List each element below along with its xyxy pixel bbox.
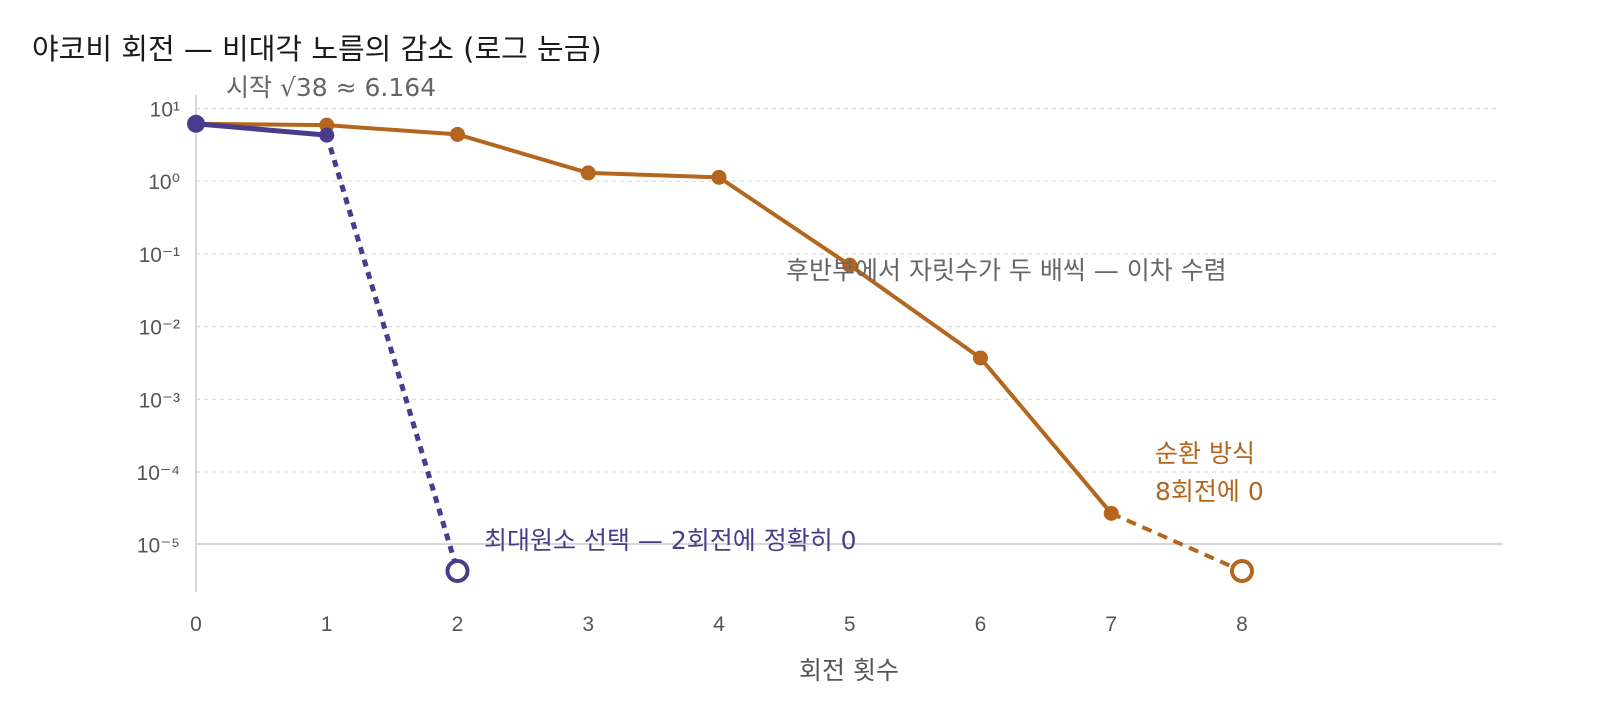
data-point xyxy=(319,127,335,143)
series-terminal-line xyxy=(1110,511,1243,573)
series-layer xyxy=(187,114,1254,583)
y-tick-label: 10⁻¹ xyxy=(139,244,180,267)
terminal-zero-marker xyxy=(1230,559,1254,583)
data-point xyxy=(842,257,858,273)
x-tick-label: 2 xyxy=(452,613,464,636)
x-tick-label: 3 xyxy=(582,613,594,636)
x-axis-label: 회전 횟수 xyxy=(799,656,899,685)
quadratic-annotation: 후반부에서 자릿수가 두 배씩 — 이차 수렴 xyxy=(786,256,1227,285)
cyclic-annotation-line2: 8회전에 0 xyxy=(1155,477,1264,506)
gridlines xyxy=(196,107,1496,473)
max-element-annotation: 최대원소 선택 — 2회전에 정확히 0 xyxy=(484,526,857,555)
x-tick-label: 0 xyxy=(190,613,202,636)
y-tick-labels: 10¹ 10⁰ 10⁻¹ 10⁻² 10⁻³ 10⁻⁴ 10⁻⁵ xyxy=(137,99,180,558)
annotations: 시작 √38 ≈ 6.164 후반부에서 자릿수가 두 배씩 — 이차 수렴 순… xyxy=(226,73,1264,555)
x-tick-labels: 0 1 2 3 4 5 6 7 8 xyxy=(190,613,1248,636)
x-tick-label: 4 xyxy=(713,613,725,636)
terminal-zero-marker xyxy=(445,559,470,583)
start-annotation: 시작 √38 ≈ 6.164 xyxy=(226,73,436,102)
series-1 xyxy=(187,114,470,583)
series-terminal-line xyxy=(324,134,460,572)
x-tick-label: 7 xyxy=(1105,613,1117,636)
data-point xyxy=(973,350,988,366)
y-tick-label: 10⁻² xyxy=(139,317,180,340)
data-point xyxy=(711,169,727,185)
y-tick-label: 10⁻⁵ xyxy=(137,535,180,558)
data-point xyxy=(450,126,465,142)
axes xyxy=(195,95,1503,592)
series-line xyxy=(195,121,327,138)
data-point xyxy=(1103,505,1119,521)
x-tick-label: 8 xyxy=(1236,613,1248,636)
y-tick-label: 10⁻⁴ xyxy=(137,462,180,485)
y-tick-label: 10⁻³ xyxy=(139,389,180,412)
chart-title: 야코비 회전 — 비대각 노름의 감소 (로그 눈금) xyxy=(32,32,602,66)
series-0 xyxy=(188,116,1254,583)
y-tick-label: 10⁰ xyxy=(148,171,180,194)
data-point xyxy=(580,165,596,181)
x-tick-label: 5 xyxy=(844,613,856,636)
cyclic-annotation-line1: 순환 방식 xyxy=(1155,439,1255,468)
y-tick-label: 10¹ xyxy=(150,99,180,122)
series-line xyxy=(195,121,1113,515)
x-tick-label: 1 xyxy=(321,613,333,636)
data-point xyxy=(187,114,205,133)
x-tick-label: 6 xyxy=(975,613,987,636)
